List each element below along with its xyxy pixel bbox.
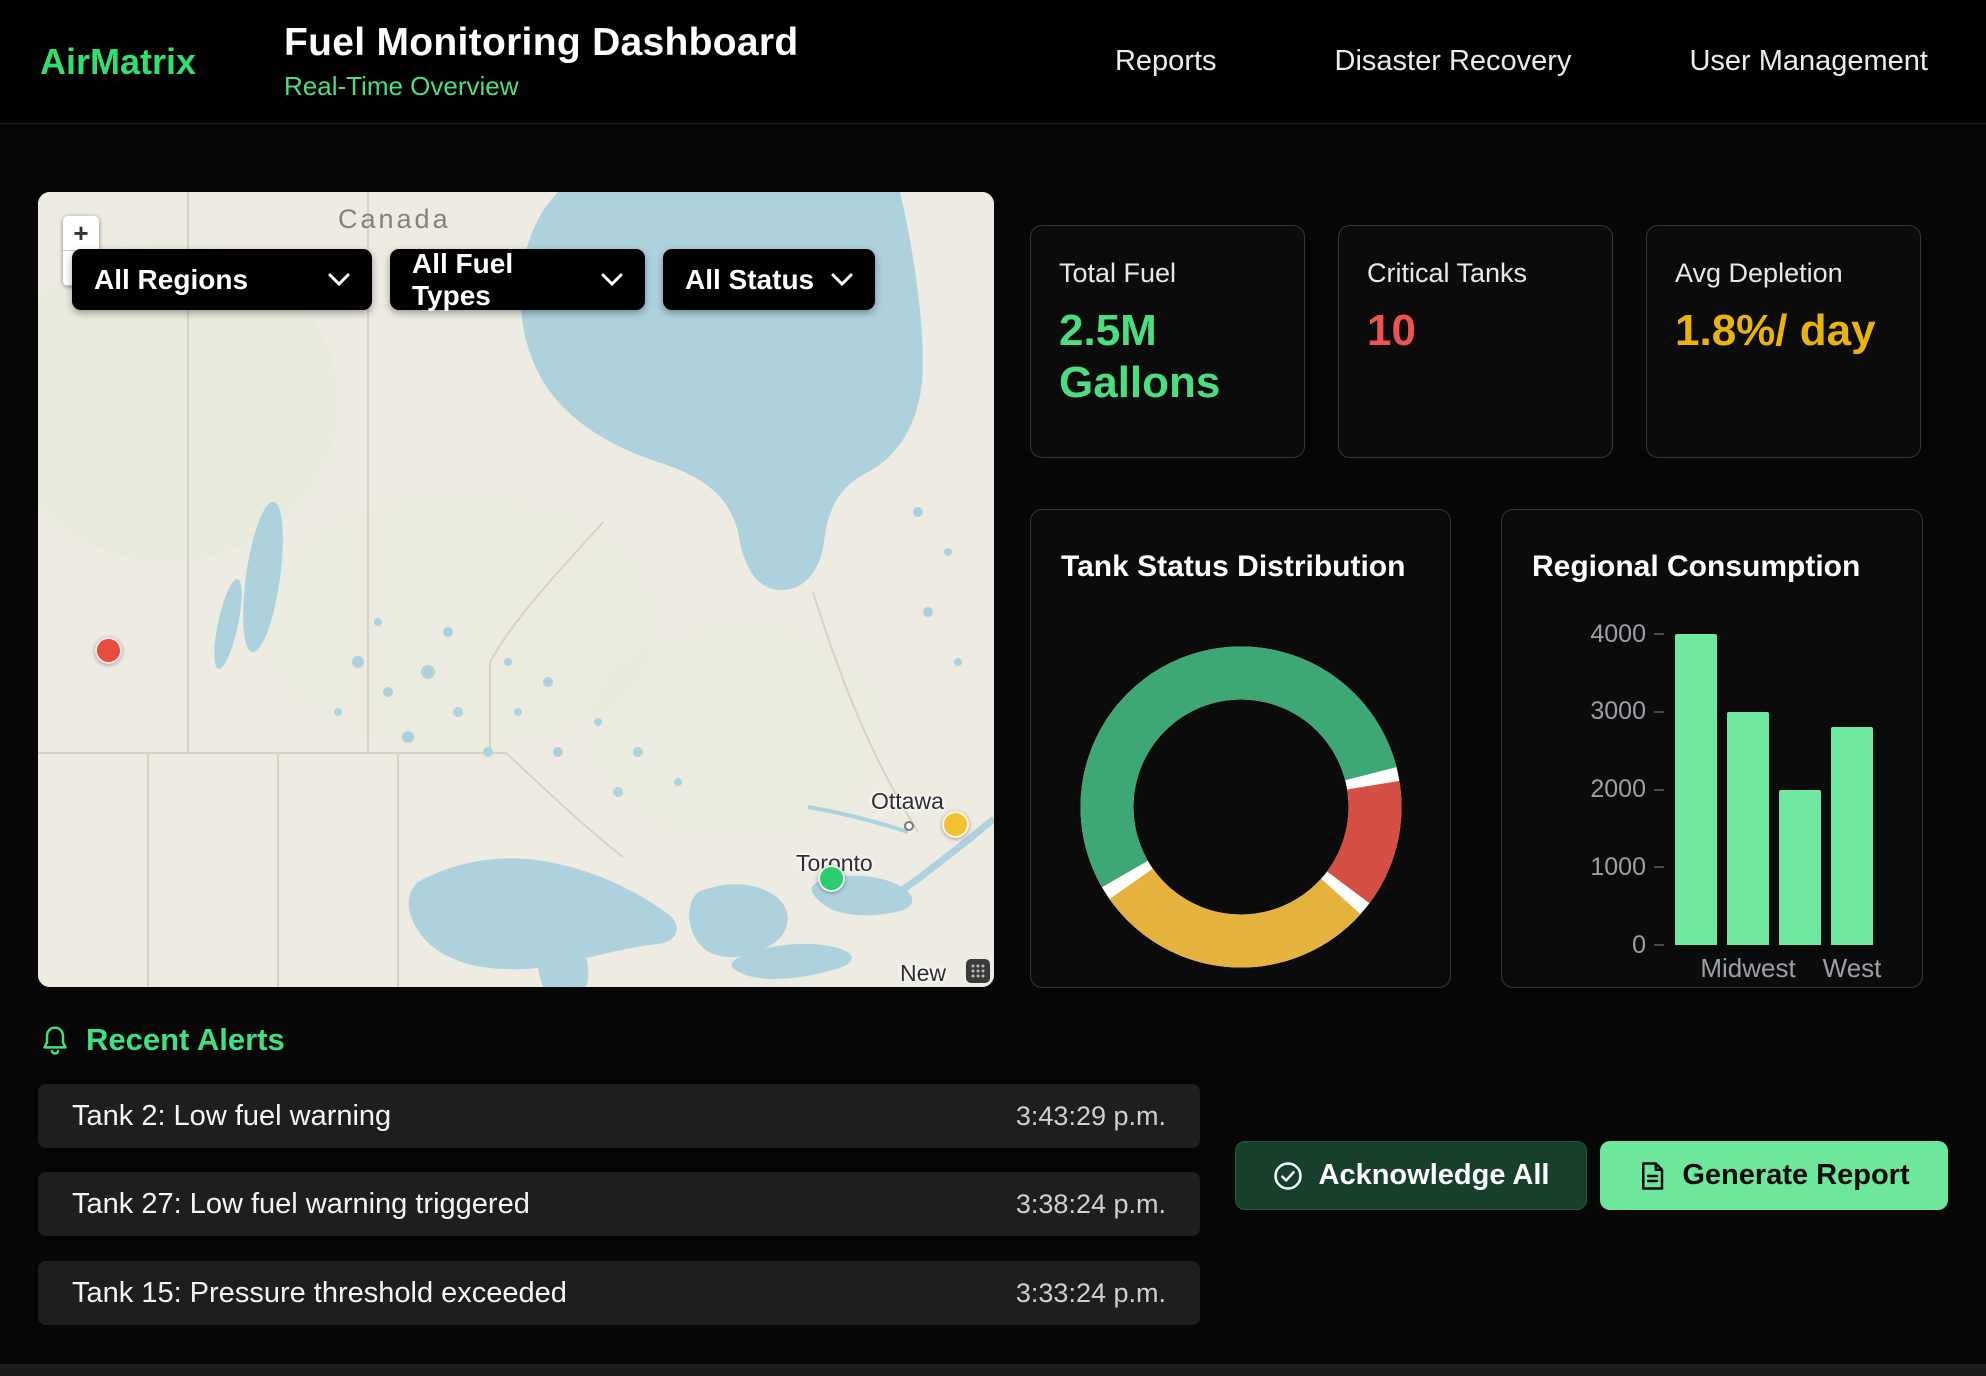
x-axis-label: Midwest: [1700, 953, 1795, 984]
stat-value: 2.5M Gallons: [1059, 305, 1276, 409]
donut-segment-normal: [1106, 673, 1370, 874]
alert-text: Tank 2: Low fuel warning: [72, 1100, 391, 1133]
alert-time: 3:33:24 p.m.: [1016, 1278, 1166, 1309]
map-label-canada: Canada: [338, 204, 451, 235]
bar-chart-y-axis: 01000200030004000: [1532, 634, 1664, 945]
bar: [1831, 727, 1873, 945]
stat-card-avg-depletion: Avg Depletion 1.8%/ day: [1646, 225, 1921, 458]
nav-disaster-recovery[interactable]: Disaster Recovery: [1335, 45, 1572, 78]
brand-logo[interactable]: AirMatrix: [40, 41, 284, 83]
stat-value: 1.8%/ day: [1675, 305, 1892, 357]
status-filter-label: All Status: [685, 264, 814, 296]
y-tick-mark: [1654, 633, 1664, 635]
region-filter-dropdown[interactable]: All Regions: [72, 249, 372, 310]
stat-label: Critical Tanks: [1367, 258, 1584, 289]
stat-card-critical-tanks: Critical Tanks 10: [1338, 225, 1613, 458]
tank-status-donut-chart: [1061, 642, 1420, 972]
app-header: AirMatrix Fuel Monitoring Dashboard Real…: [0, 0, 1986, 124]
y-tick-2000: 2000: [1532, 776, 1664, 804]
chevron-down-icon: [328, 273, 350, 286]
check-circle-icon: [1273, 1161, 1303, 1191]
y-tick-label: 4000: [1590, 620, 1646, 649]
status-filter-dropdown[interactable]: All Status: [663, 249, 875, 310]
regional-consumption-card: Regional Consumption 0 1000 2000 3000 4000 M…: [1501, 509, 1923, 988]
alert-text: Tank 15: Pressure threshold exceeded: [72, 1277, 567, 1310]
x-axis-label: West: [1823, 953, 1882, 984]
tank-marker-warning[interactable]: [942, 811, 969, 838]
y-tick-mark: [1654, 789, 1664, 791]
bar-column: West: [1831, 634, 1873, 945]
alert-time: 3:43:29 p.m.: [1016, 1101, 1166, 1132]
recent-alerts-title: Recent Alerts: [86, 1022, 285, 1058]
chart-title: Regional Consumption: [1532, 550, 1892, 584]
generate-report-label: Generate Report: [1682, 1159, 1909, 1192]
y-tick-label: 1000: [1590, 853, 1646, 882]
title-block: Fuel Monitoring Dashboard Real-Time Over…: [284, 21, 798, 102]
chevron-down-icon: [601, 273, 623, 286]
fuel-type-filter-dropdown[interactable]: All Fuel Types: [390, 249, 645, 310]
recent-alerts-heading: Recent Alerts: [40, 1022, 285, 1058]
top-nav: Reports Disaster Recovery User Managemen…: [1115, 45, 1946, 78]
tank-status-distribution-card: Tank Status Distribution: [1030, 509, 1451, 988]
generate-report-button[interactable]: Generate Report: [1600, 1141, 1948, 1210]
bar-chart-plot: Midwest West: [1675, 634, 1873, 945]
acknowledge-all-label: Acknowledge All: [1319, 1159, 1550, 1192]
regional-consumption-bar-chart: 01000200030004000 MidwestWest: [1532, 634, 1892, 987]
fuel-type-filter-label: All Fuel Types: [412, 248, 587, 312]
bar-column: Midwest: [1727, 634, 1769, 945]
alert-time: 3:38:24 p.m.: [1016, 1189, 1166, 1220]
stat-label: Total Fuel: [1059, 258, 1276, 289]
bar-column: [1675, 634, 1717, 945]
y-tick-label: 3000: [1590, 697, 1646, 726]
y-tick-label: 2000: [1590, 775, 1646, 804]
bar: [1727, 712, 1769, 945]
alert-text: Tank 27: Low fuel warning triggered: [72, 1188, 530, 1221]
y-tick-mark: [1654, 711, 1664, 713]
chevron-down-icon: [831, 273, 853, 286]
donut-segment-critical: [1348, 785, 1375, 887]
map-label-ottawa: Ottawa: [871, 788, 944, 815]
alert-row: Tank 27: Low fuel warning triggered 3:38…: [38, 1172, 1200, 1236]
stat-card-total-fuel: Total Fuel 2.5M Gallons: [1030, 225, 1305, 458]
nav-user-management[interactable]: User Management: [1689, 45, 1928, 78]
page-subtitle: Real-Time Overview: [284, 71, 798, 102]
bar: [1779, 790, 1821, 946]
bar: [1675, 634, 1717, 945]
donut-segment-warning: [1131, 884, 1341, 941]
stat-label: Avg Depletion: [1675, 258, 1892, 289]
zoom-in-button[interactable]: +: [63, 216, 99, 251]
y-tick-mark: [1654, 944, 1664, 946]
y-tick-label: 0: [1632, 931, 1646, 960]
map-filter-bar: All Regions All Fuel Types All Status: [72, 249, 875, 310]
tank-marker-normal[interactable]: [818, 865, 845, 892]
stat-value: 10: [1367, 305, 1584, 357]
alert-row: Tank 15: Pressure threshold exceeded 3:3…: [38, 1261, 1200, 1325]
page-title: Fuel Monitoring Dashboard: [284, 21, 798, 65]
bell-icon: [40, 1024, 70, 1056]
bar-column: [1779, 634, 1821, 945]
y-tick-0: 0: [1532, 931, 1664, 959]
city-dot: [904, 821, 914, 831]
y-tick-mark: [1654, 866, 1664, 868]
chart-title: Tank Status Distribution: [1061, 550, 1420, 584]
nav-reports[interactable]: Reports: [1115, 45, 1217, 78]
map[interactable]: + − All Regions All Fuel Types All Statu…: [38, 192, 994, 987]
document-icon: [1638, 1161, 1666, 1191]
y-tick-4000: 4000: [1532, 620, 1664, 648]
region-filter-label: All Regions: [94, 264, 248, 296]
y-tick-3000: 3000: [1532, 698, 1664, 726]
acknowledge-all-button[interactable]: Acknowledge All: [1235, 1141, 1587, 1210]
alert-row: Tank 2: Low fuel warning 3:43:29 p.m.: [38, 1084, 1200, 1148]
tank-marker-critical[interactable]: [95, 637, 122, 664]
y-tick-1000: 1000: [1532, 853, 1664, 881]
resize-grip-icon[interactable]: [966, 959, 990, 983]
bottom-strip: [0, 1364, 1986, 1376]
